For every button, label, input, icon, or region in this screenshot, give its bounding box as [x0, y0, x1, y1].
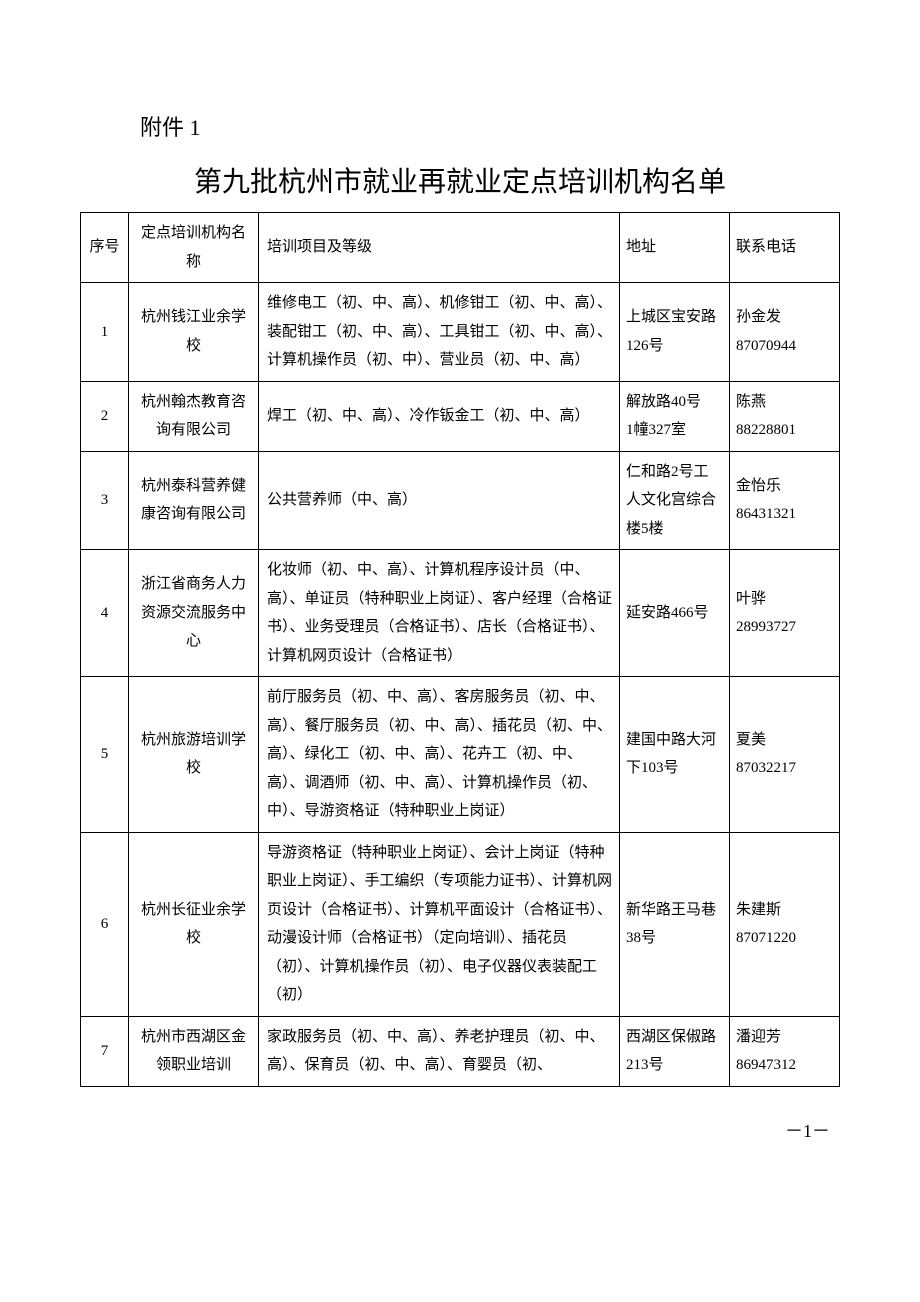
cell-projects: 焊工（初、中、高）、冷作钣金工（初、中、高） [259, 381, 620, 451]
cell-address: 延安路466号 [620, 550, 730, 677]
cell-org: 杭州旅游培训学校 [129, 677, 259, 833]
col-header-index: 序号 [81, 213, 129, 283]
cell-org: 杭州长征业余学校 [129, 832, 259, 1016]
cell-index: 7 [81, 1016, 129, 1086]
cell-address: 上城区宝安路 126号 [620, 283, 730, 382]
page-number: －1－ [80, 1117, 840, 1143]
col-header-address: 地址 [620, 213, 730, 283]
cell-phone: 金怡乐86431321 [730, 451, 840, 550]
table-header-row: 序号 定点培训机构名称 培训项目及等级 地址 联系电话 [81, 213, 840, 283]
table-row: 6 杭州长征业余学校 导游资格证（特种职业上岗证）、会计上岗证（特种职业上岗证）… [81, 832, 840, 1016]
cell-index: 5 [81, 677, 129, 833]
cell-projects: 家政服务员（初、中、高）、养老护理员（初、中、高）、保育员（初、中、高）、育婴员… [259, 1016, 620, 1086]
cell-phone: 潘迎芳86947312 [730, 1016, 840, 1086]
cell-org: 杭州翰杰教育咨询有限公司 [129, 381, 259, 451]
table-row: 5 杭州旅游培训学校 前厅服务员（初、中、高）、客房服务员（初、中、高）、餐厅服… [81, 677, 840, 833]
cell-projects: 前厅服务员（初、中、高）、客房服务员（初、中、高）、餐厅服务员（初、中、高）、插… [259, 677, 620, 833]
cell-projects: 导游资格证（特种职业上岗证）、会计上岗证（特种职业上岗证）、手工编织（专项能力证… [259, 832, 620, 1016]
cell-address: 建国中路大河下103号 [620, 677, 730, 833]
table-row: 3 杭州泰科营养健康咨询有限公司 公共营养师（中、高） 仁和路2号工人文化宫综合… [81, 451, 840, 550]
cell-address: 仁和路2号工人文化宫综合楼5楼 [620, 451, 730, 550]
cell-address: 新华路王马巷 38号 [620, 832, 730, 1016]
cell-projects: 化妆师（初、中、高）、计算机程序设计员（中、高）、单证员（特种职业上岗证）、客户… [259, 550, 620, 677]
table-body: 1 杭州钱江业余学校 维修电工（初、中、高）、机修钳工（初、中、高）、装配钳工（… [81, 283, 840, 1087]
cell-phone: 孙金发87070944 [730, 283, 840, 382]
page-title: 第九批杭州市就业再就业定点培训机构名单 [80, 160, 840, 200]
cell-index: 2 [81, 381, 129, 451]
cell-address: 西湖区保俶路 213号 [620, 1016, 730, 1086]
cell-phone: 叶骅28993727 [730, 550, 840, 677]
col-header-projects: 培训项目及等级 [259, 213, 620, 283]
training-org-table: 序号 定点培训机构名称 培训项目及等级 地址 联系电话 1 杭州钱江业余学校 维… [80, 212, 840, 1087]
table-row: 2 杭州翰杰教育咨询有限公司 焊工（初、中、高）、冷作钣金工（初、中、高） 解放… [81, 381, 840, 451]
cell-projects: 公共营养师（中、高） [259, 451, 620, 550]
cell-phone: 夏美87032217 [730, 677, 840, 833]
cell-org: 杭州泰科营养健康咨询有限公司 [129, 451, 259, 550]
cell-phone: 朱建斯87071220 [730, 832, 840, 1016]
table-row: 7 杭州市西湖区金领职业培训 家政服务员（初、中、高）、养老护理员（初、中、高）… [81, 1016, 840, 1086]
attachment-label: 附件 1 [140, 110, 840, 142]
cell-phone: 陈燕88228801 [730, 381, 840, 451]
cell-projects: 维修电工（初、中、高）、机修钳工（初、中、高）、装配钳工（初、中、高）、工具钳工… [259, 283, 620, 382]
cell-address: 解放路40号 1幢327室 [620, 381, 730, 451]
cell-org: 浙江省商务人力资源交流服务中心 [129, 550, 259, 677]
cell-index: 6 [81, 832, 129, 1016]
cell-index: 4 [81, 550, 129, 677]
cell-index: 1 [81, 283, 129, 382]
cell-org: 杭州钱江业余学校 [129, 283, 259, 382]
cell-index: 3 [81, 451, 129, 550]
col-header-org: 定点培训机构名称 [129, 213, 259, 283]
table-row: 1 杭州钱江业余学校 维修电工（初、中、高）、机修钳工（初、中、高）、装配钳工（… [81, 283, 840, 382]
table-row: 4 浙江省商务人力资源交流服务中心 化妆师（初、中、高）、计算机程序设计员（中、… [81, 550, 840, 677]
col-header-phone: 联系电话 [730, 213, 840, 283]
cell-org: 杭州市西湖区金领职业培训 [129, 1016, 259, 1086]
